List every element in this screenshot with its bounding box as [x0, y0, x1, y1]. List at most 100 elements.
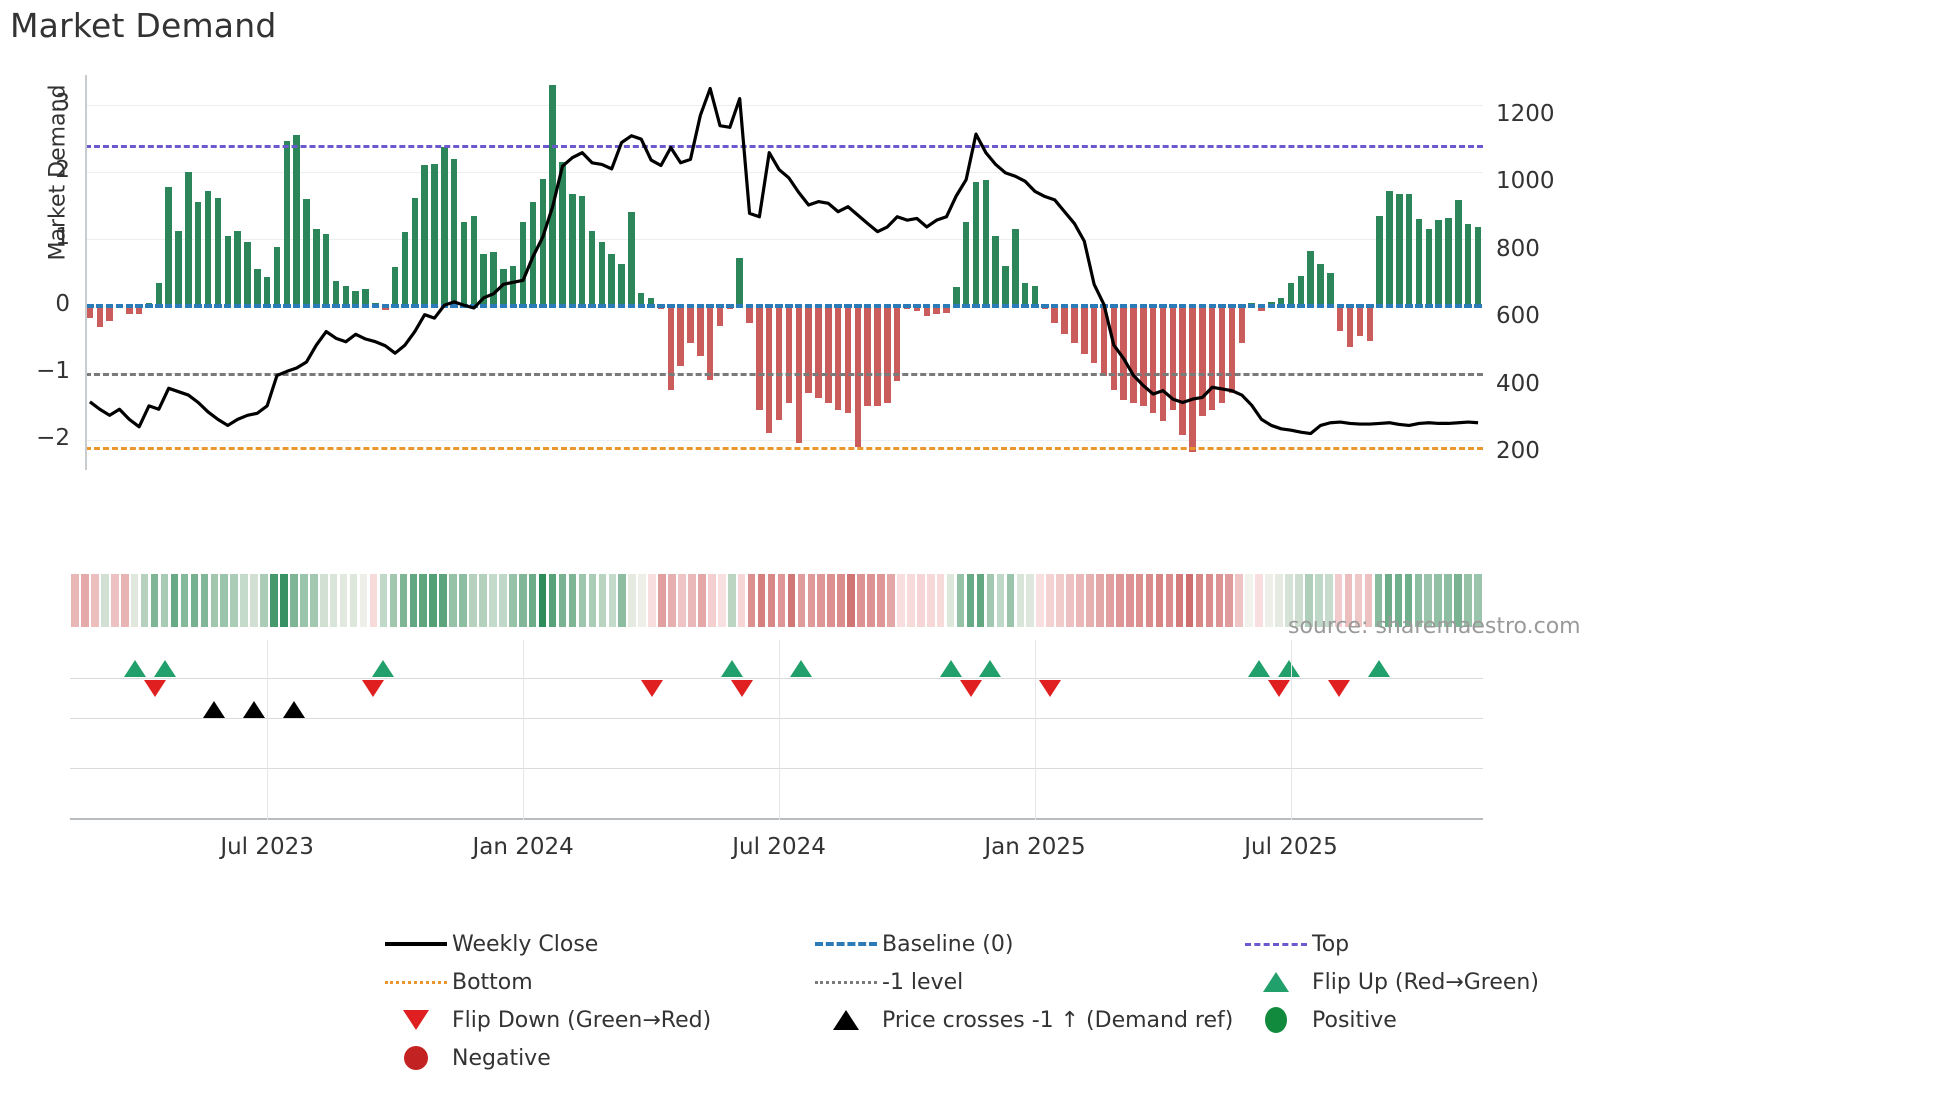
- legend-item-flip-up: Flip Up (Red→Green): [1240, 963, 1580, 1001]
- flip-down-marker: [641, 680, 664, 697]
- heat-cell: [1474, 574, 1482, 627]
- y-tick-left: 3: [55, 90, 70, 117]
- heat-cell: [1275, 574, 1283, 627]
- demand-bar: [1445, 217, 1452, 306]
- demand-bar: [1081, 305, 1088, 355]
- heat-cell: [1414, 574, 1423, 627]
- demand-bar: [1149, 305, 1157, 414]
- heat-cell: [1384, 574, 1393, 627]
- heat-cell: [1046, 574, 1054, 627]
- demand-bar: [1100, 305, 1108, 377]
- heat-cell: [847, 574, 855, 627]
- heat-cell: [737, 574, 746, 627]
- demand-bar: [194, 202, 202, 306]
- heat-cell: [907, 574, 915, 627]
- heat-cell: [528, 574, 537, 627]
- x-gridline: [267, 640, 269, 820]
- baseline-dash: [863, 303, 872, 308]
- demand-bar: [884, 305, 891, 404]
- legend-item-bottom: Bottom: [380, 963, 810, 1001]
- heat-cell: [698, 574, 706, 627]
- demand-bar: [1189, 305, 1196, 452]
- flip-down-marker: [143, 680, 166, 697]
- baseline-dash: [96, 303, 104, 308]
- y-tick-left: −2: [36, 424, 70, 451]
- heat-cell: [140, 574, 149, 627]
- heat-cell: [200, 574, 209, 627]
- heat-cell: [489, 574, 497, 627]
- heat-cell: [329, 574, 338, 627]
- baseline-dash: [86, 303, 94, 308]
- baseline-dash: [233, 303, 242, 308]
- baseline-dash: [686, 303, 695, 308]
- baseline-dash: [1218, 303, 1226, 308]
- baseline-dash: [1090, 303, 1098, 308]
- heat-cell: [638, 574, 646, 627]
- heat-cell: [180, 574, 189, 627]
- heat-cell: [1225, 574, 1234, 627]
- baseline-dash: [548, 303, 557, 308]
- baseline-dash: [1336, 303, 1344, 308]
- heat-cell: [1424, 574, 1433, 627]
- heat-cell: [449, 574, 457, 627]
- baseline-dash: [1434, 303, 1443, 308]
- heat-cell: [339, 574, 348, 627]
- flip-down-marker: [730, 680, 753, 697]
- heat-cell: [1374, 574, 1383, 627]
- heat-cell: [1076, 574, 1084, 627]
- demand-bar: [165, 186, 172, 306]
- heat-cell: [260, 574, 268, 627]
- heat-cell: [1116, 574, 1124, 627]
- heat-cell: [1096, 574, 1104, 627]
- y-axis-spine: [85, 75, 87, 470]
- demand-bar: [578, 195, 586, 306]
- demand-bar: [716, 305, 724, 327]
- demand-bar: [96, 305, 103, 328]
- heat-cell: [1235, 574, 1243, 627]
- demand-bar: [1031, 285, 1039, 306]
- heat-cell: [459, 574, 467, 627]
- demand-bar: [224, 235, 231, 306]
- flip-up-marker: [979, 660, 1002, 677]
- legend-item-baseline: Baseline (0): [810, 925, 1240, 963]
- baseline-dash: [706, 303, 714, 308]
- baseline-dash: [302, 303, 311, 308]
- demand-bar: [135, 305, 143, 314]
- heat-cell: [210, 574, 219, 627]
- demand-bar: [1179, 305, 1186, 435]
- heat-cell: [1155, 574, 1164, 627]
- heat-cell: [578, 574, 587, 627]
- reference-line--1-level: [85, 372, 1483, 376]
- demand-bar: [1130, 305, 1137, 404]
- demand-bar: [1277, 297, 1285, 306]
- baseline-dash: [962, 303, 970, 308]
- y-tick-right: 400: [1496, 370, 1540, 397]
- flip-up-marker: [123, 660, 146, 677]
- baseline-dash: [1060, 303, 1069, 308]
- heat-cell: [608, 574, 617, 627]
- demand-bar: [1435, 220, 1442, 306]
- line-solid-black-icon: [380, 942, 452, 946]
- demand-bar: [480, 253, 487, 306]
- demand-bar: [106, 305, 113, 321]
- demand-bar: [303, 198, 310, 306]
- demand-bar: [874, 305, 881, 407]
- heat-cell: [966, 574, 975, 627]
- heat-cell: [1135, 574, 1144, 627]
- demand-bar: [805, 305, 812, 393]
- baseline-dash: [381, 303, 389, 308]
- heat-cell: [787, 574, 796, 627]
- price-cross-marker: [282, 701, 305, 718]
- heat-cell: [946, 574, 955, 627]
- line-dotted-gray-icon: [810, 980, 882, 984]
- baseline-dash: [361, 303, 370, 308]
- demand-bar: [1307, 251, 1314, 306]
- baseline-dash: [1267, 303, 1276, 308]
- heat-cell: [588, 574, 597, 627]
- demand-bar: [490, 252, 497, 306]
- heat-cell: [1066, 574, 1074, 627]
- legend-label: Baseline (0): [882, 931, 1014, 957]
- heat-cell: [628, 574, 636, 627]
- x-tick: Jul 2025: [1244, 834, 1338, 860]
- heat-cell: [1125, 574, 1134, 627]
